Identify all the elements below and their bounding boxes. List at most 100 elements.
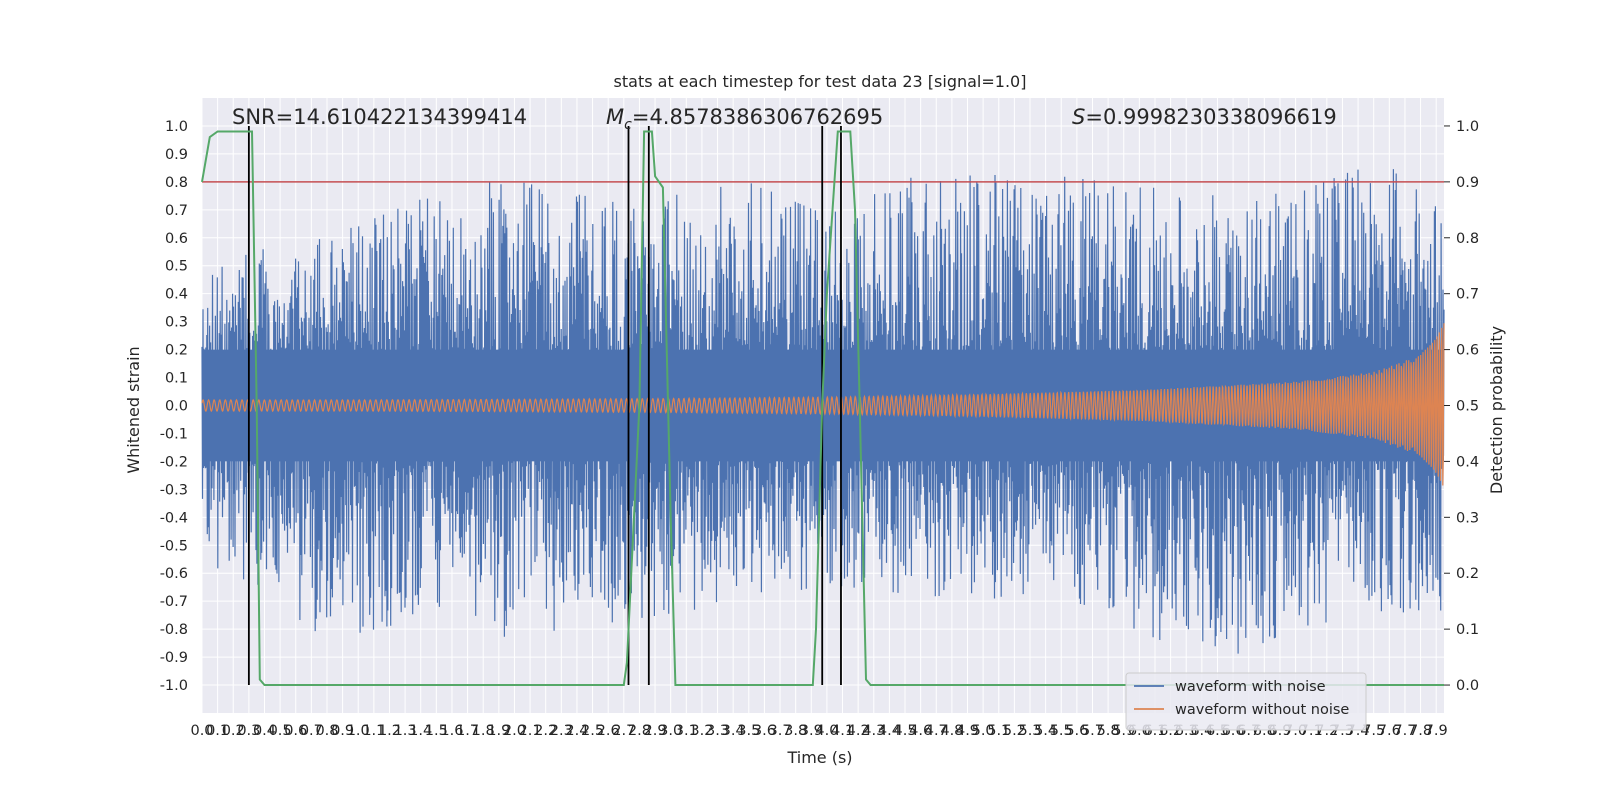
x-tick-label: 0.4 [253,723,276,739]
x-tick-label: 7.6 [1378,723,1401,739]
x-tick-label: 1.6 [440,723,463,739]
y-tick-label: -0.3 [160,482,188,498]
y-tick-label: -0.7 [160,594,188,610]
y-tick-label: 0.2 [165,343,188,359]
x-tick-label: 2.6 [597,723,620,739]
x-tick-label: 0.7 [300,723,323,739]
detection-probability-line [201,130,1444,686]
x-tick-label: 3.0 [659,723,682,739]
x-tick-label: 0.6 [284,723,307,739]
x-tick-label: 3.4 [722,723,745,739]
snr-annotation: SNR=14.610422134399414 [232,105,527,129]
y-tick-label: -1.0 [160,678,188,694]
x-tick-label: 4.5 [893,723,916,739]
y2-tick-label: 0.8 [1456,231,1479,247]
x-tick-label: 5.1 [987,723,1010,739]
y-tick-label: 0.5 [165,259,188,275]
y-tick-label: -0.5 [160,538,188,554]
y2-tick-label: 0.1 [1456,622,1479,638]
y2-tick-label: 0.3 [1456,510,1479,526]
y-tick-label: -0.6 [160,566,188,582]
x-tick-label: 0.3 [237,723,260,739]
x-tick-label: 5.2 [1003,723,1026,739]
x-tick-label: 3.6 [753,723,776,739]
x-tick-label: 1.7 [456,723,479,739]
legend-frame [1125,672,1367,731]
x-tick-label: 2.7 [612,723,635,739]
stat-annotations: SNR=14.610422134399414 Mc=4.857838630676… [232,105,1337,133]
x-tick-label: 5.0 [972,723,995,739]
chirp-mass-annotation: Mc=4.8578386306762695 [606,105,883,133]
y2-axis-label: Detection probability [1487,326,1506,494]
x-tick-label: 4.2 [847,723,870,739]
x-tick-label: 2.5 [581,723,604,739]
y-tick-label: -0.9 [160,650,188,666]
y-tick-label: -0.1 [160,426,188,442]
x-tick-label: 7.7 [1393,723,1416,739]
x-tick-label: 5.5 [1050,723,1073,739]
y2-tick-label: 1.0 [1456,119,1479,135]
y-axis-label: Whitened strain [124,346,143,473]
y2-tick-label: 0.9 [1456,175,1479,191]
x-tick-label: 5.7 [1081,723,1104,739]
y2-tick-label: 0.7 [1456,287,1479,303]
y-tick-label: 0.6 [165,231,188,247]
x-tick-label: 2.2 [534,723,557,739]
x-tick-label: 5.8 [1097,723,1120,739]
x-tick-label: 0.9 [331,723,354,739]
x-tick-label: 1.8 [472,723,495,739]
y-axis-ticks: -1.0 -0.9 -0.8 -0.7 -0.6 -0.5 -0.4 -0.3 -0.2 -0.1… [160,119,188,694]
x-tick-label: 0.2 [222,723,245,739]
x-tick-label: 2.9 [644,723,667,739]
y2-tick-label: 0.2 [1456,566,1479,582]
y-tick-label: -0.2 [160,454,188,470]
y-tick-label: 0.4 [165,287,188,303]
x-tick-label: 4.7 [925,723,948,739]
x-tick-label: 0.8 [315,723,338,739]
x-tick-label: 0.5 [269,723,292,739]
x-tick-label: 3.9 [800,723,823,739]
x-tick-label: 4.3 [862,723,885,739]
x-axis-ticks: 0.00.10.20.30.40.50.60.70.80.91.01.11.21… [190,723,1447,739]
x-tick-label: 1.9 [487,723,510,739]
x-tick-label: 1.0 [347,723,370,739]
detection-probability-series [201,130,1444,686]
x-tick-label: 1.2 [378,723,401,739]
y2-tick-label: 0.5 [1456,399,1479,415]
x-tick-label: 4.6 [909,723,932,739]
x-tick-label: 0.0 [190,723,213,739]
x-axis-label: Time (s) [786,748,852,767]
x-tick-label: 5.3 [1018,723,1041,739]
legend-label-clean: waveform without noise [1175,702,1349,718]
x-tick-label: 1.1 [362,723,385,739]
x-tick-label: 2.8 [628,723,651,739]
x-tick-label: 3.8 [784,723,807,739]
x-tick-label: 2.4 [565,723,588,739]
x-tick-label: 3.1 [675,723,698,739]
x-tick-label: 4.8 [940,723,963,739]
y2-tick-label: 0.6 [1456,343,1479,359]
x-tick-label: 2.1 [519,723,542,739]
x-tick-label: 5.4 [1034,723,1057,739]
x-tick-label: 7.5 [1362,723,1385,739]
y2-axis-ticks: 0.0 0.1 0.2 0.3 0.4 0.5 0.6 0.7 0.8 0.9 1.0 [1444,119,1479,694]
x-tick-label: 7.9 [1425,723,1448,739]
x-tick-label: 2.0 [503,723,526,739]
chart-title: stats at each timestep for test data 23 … [614,72,1027,91]
x-tick-label: 3.3 [706,723,729,739]
y-tick-label: 0.7 [165,203,188,219]
legend: waveform with noise waveform without noi… [1125,672,1367,731]
y2-tick-label: 0.4 [1456,454,1479,470]
y-tick-label: -0.4 [160,510,188,526]
score-annotation: S=0.9998230338096619 [1072,105,1337,129]
x-tick-label: 3.7 [769,723,792,739]
x-tick-label: 2.3 [550,723,573,739]
y-tick-label: 0.8 [165,175,188,191]
y-tick-label: 0.3 [165,315,188,331]
x-tick-label: 4.1 [831,723,854,739]
x-tick-label: 3.5 [737,723,760,739]
y-tick-label: 0.9 [165,147,188,163]
x-tick-label: 4.0 [815,723,838,739]
legend-label-noise: waveform with noise [1175,679,1326,695]
